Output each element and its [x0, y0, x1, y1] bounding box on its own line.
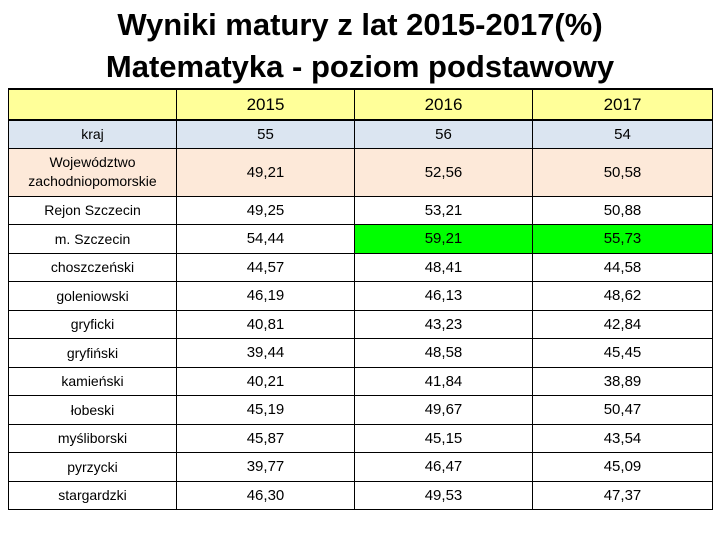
value-cell-2017: 45,09 [532, 452, 713, 482]
row-label: łobeski [8, 395, 177, 425]
header-year-2016: 2016 [354, 88, 533, 121]
table-row: kamieński 40,21 41,84 38,89 [8, 366, 713, 396]
value-cell-2015: 44,57 [176, 252, 355, 282]
table-row: kraj 55 56 54 [8, 119, 713, 149]
value-cell-2017: 42,84 [532, 309, 713, 339]
value-cell-2016: 43,23 [354, 309, 533, 339]
value-cell-2016: 52,56 [354, 147, 533, 197]
value-cell-2016: 46,47 [354, 452, 533, 482]
value-cell-2015: 49,25 [176, 195, 355, 225]
table-row: gryfiński 39,44 48,58 45,45 [8, 338, 713, 368]
value-cell-2016: 46,13 [354, 281, 533, 311]
value-cell-2015: 49,21 [176, 147, 355, 197]
value-cell-2015: 39,44 [176, 338, 355, 368]
table-row: łobeski 45,19 49,67 50,47 [8, 395, 713, 425]
value-cell-2017: 50,58 [532, 147, 713, 197]
header-row: 2015 2016 2017 [8, 88, 713, 121]
row-label: gryficki [8, 309, 177, 339]
highlighted-value-cell-2016: 59,21 [354, 224, 533, 254]
row-label: choszczeński [8, 252, 177, 282]
page-title: Wyniki matury z lat 2015-2017(%) Matemat… [0, 4, 720, 88]
row-label: goleniowski [8, 281, 177, 311]
table-row: Rejon Szczecin 49,25 53,21 50,88 [8, 195, 713, 225]
title-line-2: Matematyka - poziom podstawowy [105, 49, 615, 84]
value-cell-2017: 38,89 [532, 366, 713, 396]
table-row: stargardzki 46,30 49,53 47,37 [8, 480, 713, 510]
value-cell-2015: 40,21 [176, 366, 355, 396]
value-cell-2015: 55 [176, 119, 355, 149]
value-cell-2015: 45,87 [176, 423, 355, 453]
value-cell-2016: 48,58 [354, 338, 533, 368]
value-cell-2015: 46,19 [176, 281, 355, 311]
table-row: pyrzycki 39,77 46,47 45,09 [8, 452, 713, 482]
value-cell-2017: 50,88 [532, 195, 713, 225]
value-cell-2017: 45,45 [532, 338, 713, 368]
highlighted-value-cell-2017: 55,73 [532, 224, 713, 254]
row-label: stargardzki [8, 480, 177, 510]
title-line-1: Wyniki matury z lat 2015-2017(%) [117, 7, 603, 42]
value-cell-2017: 43,54 [532, 423, 713, 453]
value-cell-2016: 53,21 [354, 195, 533, 225]
value-cell-2017: 54 [532, 119, 713, 149]
table-row: m. Szczecin 54,44 59,21 55,73 [8, 224, 713, 254]
value-cell-2017: 50,47 [532, 395, 713, 425]
row-label: kamieński [8, 366, 177, 396]
value-cell-2016: 48,41 [354, 252, 533, 282]
value-cell-2015: 54,44 [176, 224, 355, 254]
value-cell-2017: 44,58 [532, 252, 713, 282]
row-label: myśliborski [8, 423, 177, 453]
row-label: Województwo zachodniopomorskie [8, 147, 177, 197]
header-year-2017: 2017 [532, 88, 713, 121]
value-cell-2017: 47,37 [532, 480, 713, 510]
header-corner-cell [8, 88, 177, 121]
table-row: myśliborski 45,87 45,15 43,54 [8, 423, 713, 453]
value-cell-2016: 56 [354, 119, 533, 149]
value-cell-2015: 45,19 [176, 395, 355, 425]
results-table: 2015 2016 2017 kraj 55 56 54 Województwo… [8, 88, 713, 510]
value-cell-2017: 48,62 [532, 281, 713, 311]
table-row: gryficki 40,81 43,23 42,84 [8, 309, 713, 339]
row-label: gryfiński [8, 338, 177, 368]
row-label: kraj [8, 119, 177, 149]
value-cell-2016: 41,84 [354, 366, 533, 396]
table-row: goleniowski 46,19 46,13 48,62 [8, 281, 713, 311]
value-cell-2015: 46,30 [176, 480, 355, 510]
value-cell-2015: 39,77 [176, 452, 355, 482]
table-row: choszczeński 44,57 48,41 44,58 [8, 252, 713, 282]
value-cell-2016: 49,53 [354, 480, 533, 510]
table-row: Województwo zachodniopomorskie 49,21 52,… [8, 147, 713, 197]
value-cell-2015: 40,81 [176, 309, 355, 339]
value-cell-2016: 45,15 [354, 423, 533, 453]
header-year-2015: 2015 [176, 88, 355, 121]
row-label: m. Szczecin [8, 224, 177, 254]
row-label: pyrzycki [8, 452, 177, 482]
row-label: Rejon Szczecin [8, 195, 177, 225]
value-cell-2016: 49,67 [354, 395, 533, 425]
